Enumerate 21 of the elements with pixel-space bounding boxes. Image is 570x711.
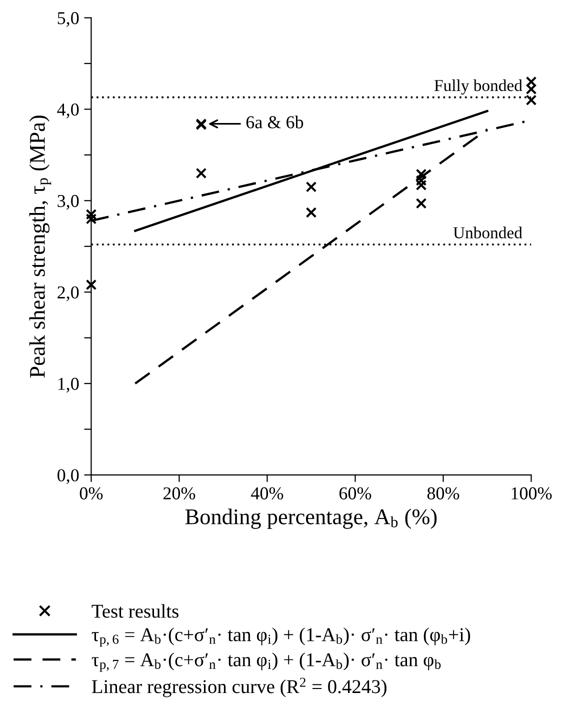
x-tick-label: 100% [512,487,552,500]
x-tick-label: 20% [163,487,196,500]
y-axis-title: Peak shear strength, τ$_{p}$ (MPa) [29,116,52,378]
ref-line-label: Fully bonded [434,79,522,95]
x-tick-label: 40% [251,487,284,500]
y-tick-label: 1,0 [58,378,79,393]
y-tick-label: 0,0 [58,469,79,484]
y-tick-label: 2,0 [58,286,79,302]
text: τ$_{p,7}$ = A$_{b}$·(c+σ′$_{n}$· tan φ$_{i}$) + (1-A$_{b}$)· σ′$_{n}$· tan φ$_{b}$ [92,652,441,672]
y-tick-label: 5,0 [58,12,79,27]
legend-label: Test results [92,604,178,618]
text: τ$_{p,6}$ = A$_{b}$·(c+σ′$_{n}$· tan φ$_{i}$) + (1-A$_{b}$)· σ′$_{n}$· tan (φ$_{b}$+i) [92,628,470,647]
y-tick-label: 4,0 [57,103,79,118]
x-tick-label: 80% [427,487,460,500]
annotation: 6a & 6b [246,116,304,128]
x-axis-title: Bonding percentage, A$_{b}$ (%) [185,508,437,529]
legend-label: Linear regression curve (R$^{2}$ = 0.4243) [92,678,386,698]
ref-line-label: Unbonded [453,226,522,238]
x-tick-label: 0% [80,487,103,500]
y-tick-label: 3,0 [58,194,79,210]
x-tick-label: 60% [339,487,372,500]
